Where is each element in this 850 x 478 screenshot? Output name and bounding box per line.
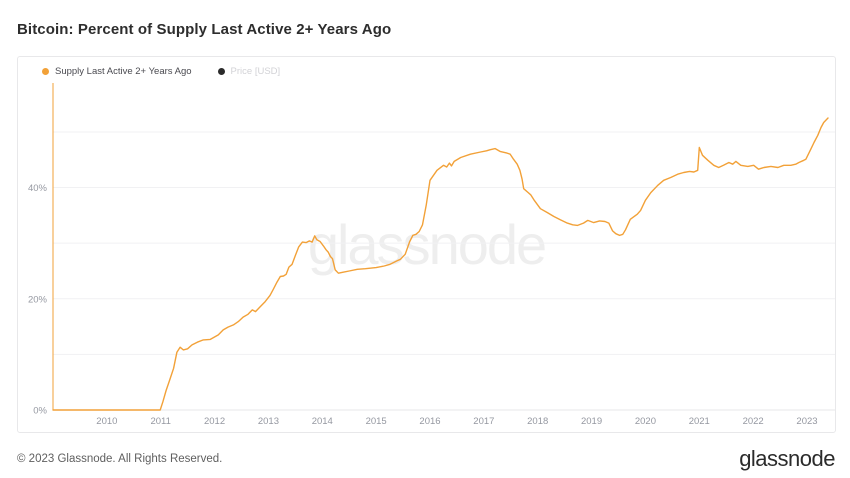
legend-label-price: Price [USD] xyxy=(230,66,281,77)
glassnode-logo[interactable]: glassnode xyxy=(739,446,835,471)
svg-text:0%: 0% xyxy=(33,406,47,417)
legend-dot-price-icon xyxy=(217,68,225,75)
svg-text:2017: 2017 xyxy=(473,416,494,427)
svg-text:40%: 40% xyxy=(28,183,48,194)
svg-text:2021: 2021 xyxy=(689,416,710,427)
svg-text:2012: 2012 xyxy=(204,416,225,427)
svg-text:2023: 2023 xyxy=(796,416,817,427)
svg-text:2011: 2011 xyxy=(150,416,170,427)
svg-text:2022: 2022 xyxy=(743,416,764,427)
legend-item-price[interactable]: Price [USD] xyxy=(217,66,281,77)
page-title: Bitcoin: Percent of Supply Last Active 2… xyxy=(17,21,392,38)
svg-text:2013: 2013 xyxy=(258,416,279,427)
svg-text:2014: 2014 xyxy=(312,416,333,427)
svg-text:20%: 20% xyxy=(28,294,48,305)
svg-text:2018: 2018 xyxy=(527,416,548,427)
svg-text:2010: 2010 xyxy=(96,416,117,427)
legend-label-supply: Supply Last Active 2+ Years Ago xyxy=(55,66,192,77)
legend-item-supply[interactable]: Supply Last Active 2+ Years Ago xyxy=(42,66,192,77)
svg-text:2020: 2020 xyxy=(635,416,656,427)
copyright-text: © 2023 Glassnode. All Rights Reserved. xyxy=(17,453,223,465)
svg-text:2016: 2016 xyxy=(419,416,440,427)
legend-dot-supply-icon xyxy=(42,68,49,75)
chart-legend: Supply Last Active 2+ Years Ago Price [U… xyxy=(42,66,280,77)
svg-text:2015: 2015 xyxy=(366,416,387,427)
svg-text:2019: 2019 xyxy=(581,416,602,427)
